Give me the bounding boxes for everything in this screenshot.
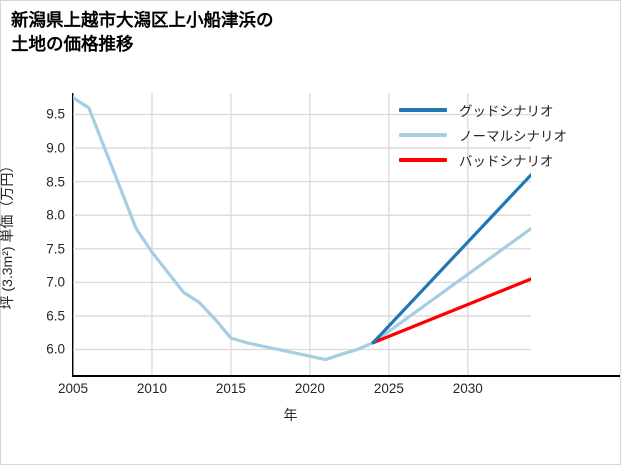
legend-label: グッドシナリオ: [459, 103, 554, 119]
legend-item[interactable]: バッドシナリオ: [399, 147, 614, 172]
chart-legend: グッドシナリオ ノーマルシナリオ バッドシナリオ: [399, 97, 614, 172]
y-tick-label: 9.5: [46, 106, 65, 122]
chart-plot-svg: [73, 93, 531, 375]
x-tick-label: 2025: [373, 381, 404, 396]
y-tick-label: 8.5: [46, 174, 65, 190]
x-gridlines: [73, 93, 469, 375]
legend-label: バッドシナリオ: [459, 153, 554, 169]
x-tick-label: 2030: [452, 381, 483, 396]
y-tick-label: 6.5: [46, 308, 65, 324]
y-tick-label: 7.0: [46, 274, 65, 290]
legend-swatch: [399, 107, 447, 112]
y-axis-label: 坪 (3.3m²) 単価（万円）: [0, 84, 17, 384]
x-tick-label: 2020: [294, 381, 325, 396]
plot-area: [73, 93, 531, 375]
x-axis-label-text: 年: [283, 407, 298, 423]
y-tick-label: 7.5: [46, 241, 65, 257]
legend-swatch: [399, 157, 447, 162]
x-axis-spine: [72, 375, 620, 377]
y-tick-label: 9.0: [46, 140, 65, 156]
x-axis-label: 年: [1, 405, 621, 425]
chart-title: 新潟県上越市大潟区上小船津浜の 土地の価格推移: [11, 10, 274, 54]
x-tick-label: 2010: [136, 381, 167, 396]
y-tick-label: 8.0: [46, 207, 65, 223]
chart-line-good: [371, 173, 531, 345]
y-axis-label-text: 坪 (3.3m²) 単価（万円）: [0, 158, 15, 310]
x-tick-label: 2015: [215, 381, 246, 396]
y-tick-label: 6.0: [46, 341, 65, 357]
chart-line-bad: [371, 277, 531, 345]
legend-item[interactable]: グッドシナリオ: [399, 97, 614, 122]
legend-item[interactable]: ノーマルシナリオ: [399, 122, 614, 147]
legend-swatch: [399, 132, 447, 137]
legend-label: ノーマルシナリオ: [459, 128, 567, 144]
chart-line-normal: [73, 96, 531, 362]
chart-series-layer: [73, 96, 531, 362]
x-tick-label: 2005: [57, 381, 89, 396]
